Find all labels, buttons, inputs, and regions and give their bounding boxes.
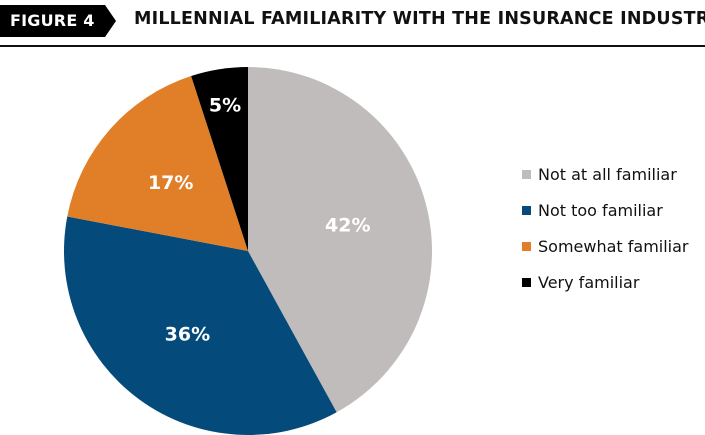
figure-tag-label: FIGURE 4 (10, 11, 95, 30)
chart-header: FIGURE 4 MILLENNIAL FAMILIARITY WITH THE… (0, 0, 705, 48)
pie-slice-not-too-familiar (64, 216, 337, 435)
legend-item: Not at all familiar (522, 160, 677, 188)
pie-slice-label: 42% (325, 214, 370, 236)
pie-slice-label: 5% (209, 95, 241, 117)
legend-label: Not too familiar (538, 200, 663, 220)
legend-swatch (522, 277, 531, 287)
pie-slice-somewhat-familiar (67, 76, 248, 251)
chart-title: MILLENNIAL FAMILIARITY WITH THE INSURANC… (134, 9, 705, 29)
pie-slice-not-at-all-familiar (248, 67, 432, 413)
pie-slice-label: 36% (165, 323, 210, 345)
figure-tag: FIGURE 4 (0, 5, 116, 37)
pie-slice-label: 17% (148, 172, 193, 194)
legend-label: Not at all familiar (538, 164, 677, 184)
title-rule (0, 45, 705, 47)
legend-swatch (522, 205, 531, 215)
legend-label: Very familiar (538, 272, 640, 292)
legend-swatch (522, 169, 531, 179)
legend-item: Not too familiar (522, 196, 663, 224)
pie-slice-very-familiar (191, 67, 248, 251)
legend-item: Somewhat familiar (522, 232, 689, 260)
legend-item: Very familiar (522, 268, 639, 296)
legend-label: Somewhat familiar (538, 236, 689, 256)
legend-swatch (522, 241, 531, 251)
